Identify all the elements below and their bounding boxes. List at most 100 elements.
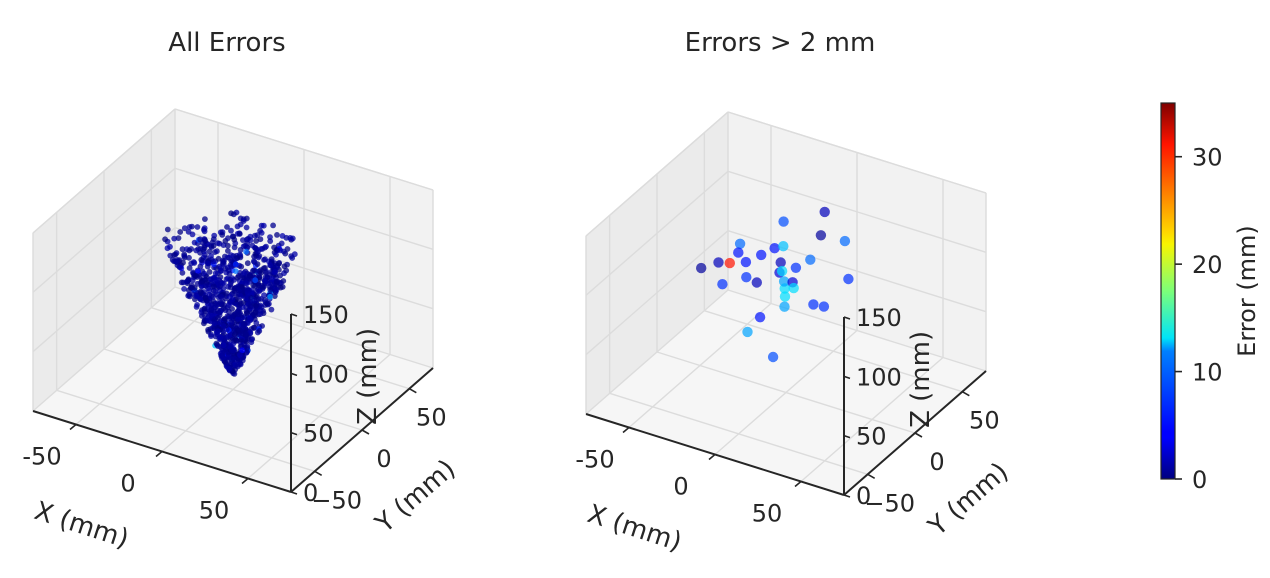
data-point xyxy=(194,224,201,230)
data-point xyxy=(239,347,246,354)
z-tick-label: 150 xyxy=(303,301,349,329)
z-tick-label: 50 xyxy=(856,423,887,451)
data-point xyxy=(277,247,284,254)
data-point xyxy=(225,308,232,315)
data-point xyxy=(216,240,223,247)
data-point xyxy=(279,233,286,239)
data-point xyxy=(256,328,263,334)
data-point xyxy=(225,248,231,254)
data-point xyxy=(244,345,250,351)
data-point xyxy=(221,315,228,322)
data-point xyxy=(247,298,254,305)
data-point xyxy=(223,290,230,297)
x-tick xyxy=(622,426,630,434)
data-point xyxy=(223,276,230,282)
data-point xyxy=(819,206,830,218)
x-tick xyxy=(69,423,77,431)
data-point xyxy=(244,244,250,251)
data-point xyxy=(253,303,259,309)
data-point xyxy=(262,256,268,263)
data-point xyxy=(262,278,268,284)
data-point xyxy=(289,235,296,242)
data-point xyxy=(220,323,227,329)
data-point xyxy=(276,260,282,267)
data-point xyxy=(237,352,243,358)
data-point xyxy=(243,224,250,231)
data-point xyxy=(219,232,226,238)
data-point xyxy=(264,300,270,307)
data-point xyxy=(204,315,211,322)
z-tick xyxy=(843,434,851,439)
data-point xyxy=(162,236,169,243)
data-point xyxy=(202,216,208,223)
data-point xyxy=(237,247,244,253)
data-point xyxy=(189,223,195,230)
data-point xyxy=(255,296,262,302)
y-tick-label: 50 xyxy=(969,407,1000,435)
x-tick-label: 0 xyxy=(673,473,688,501)
data-point xyxy=(215,255,222,262)
data-point xyxy=(225,235,231,242)
data-point xyxy=(258,304,265,311)
data-point xyxy=(741,272,752,283)
scatter-points xyxy=(162,209,298,377)
data-point xyxy=(185,292,192,299)
data-point xyxy=(696,262,707,274)
data-point xyxy=(212,289,219,295)
data-point xyxy=(239,284,246,290)
data-point xyxy=(252,268,259,274)
gridline-z xyxy=(32,286,176,412)
data-point xyxy=(778,241,789,252)
data-point xyxy=(253,320,260,326)
data-point xyxy=(775,257,786,268)
data-point xyxy=(192,272,199,279)
data-point xyxy=(228,263,235,270)
data-point xyxy=(211,305,217,311)
data-point xyxy=(272,269,279,275)
data-point xyxy=(221,305,227,311)
y-tick xyxy=(361,429,370,435)
data-point xyxy=(178,279,185,286)
data-point xyxy=(179,246,186,253)
z-axis-label: Z (mm) xyxy=(906,331,936,428)
z-tick-label: 150 xyxy=(856,304,902,332)
data-point xyxy=(215,315,221,321)
data-point xyxy=(210,283,217,290)
data-point xyxy=(220,285,227,292)
data-point xyxy=(218,353,225,359)
data-point xyxy=(243,248,250,255)
data-point xyxy=(212,270,219,277)
z-axis-label: Z (mm) xyxy=(353,328,383,425)
gridline-z xyxy=(32,167,176,293)
data-point xyxy=(250,324,257,331)
x-tick-label: -50 xyxy=(575,446,614,474)
data-point xyxy=(247,303,254,310)
data-point xyxy=(217,265,224,271)
y-tick xyxy=(408,387,417,394)
data-point xyxy=(815,230,827,241)
data-point xyxy=(236,231,243,237)
z-tick xyxy=(290,491,298,495)
data-point xyxy=(206,248,213,255)
data-point xyxy=(281,263,288,270)
x-tick xyxy=(794,480,802,488)
y-tick xyxy=(914,432,923,438)
data-point xyxy=(255,248,261,255)
data-point xyxy=(193,293,200,300)
data-point xyxy=(244,260,251,267)
data-point xyxy=(207,276,214,282)
data-point xyxy=(259,282,265,289)
x-tick-label: 50 xyxy=(199,497,230,525)
pane-edge xyxy=(174,108,434,191)
gridline-y xyxy=(704,309,963,393)
data-point xyxy=(199,278,205,285)
data-point xyxy=(177,264,184,271)
data-point xyxy=(186,247,193,254)
gridline-z xyxy=(727,170,987,254)
data-point xyxy=(231,287,238,294)
data-point xyxy=(790,262,802,273)
data-point xyxy=(197,296,204,302)
data-point xyxy=(215,343,221,349)
data-point xyxy=(217,299,224,306)
